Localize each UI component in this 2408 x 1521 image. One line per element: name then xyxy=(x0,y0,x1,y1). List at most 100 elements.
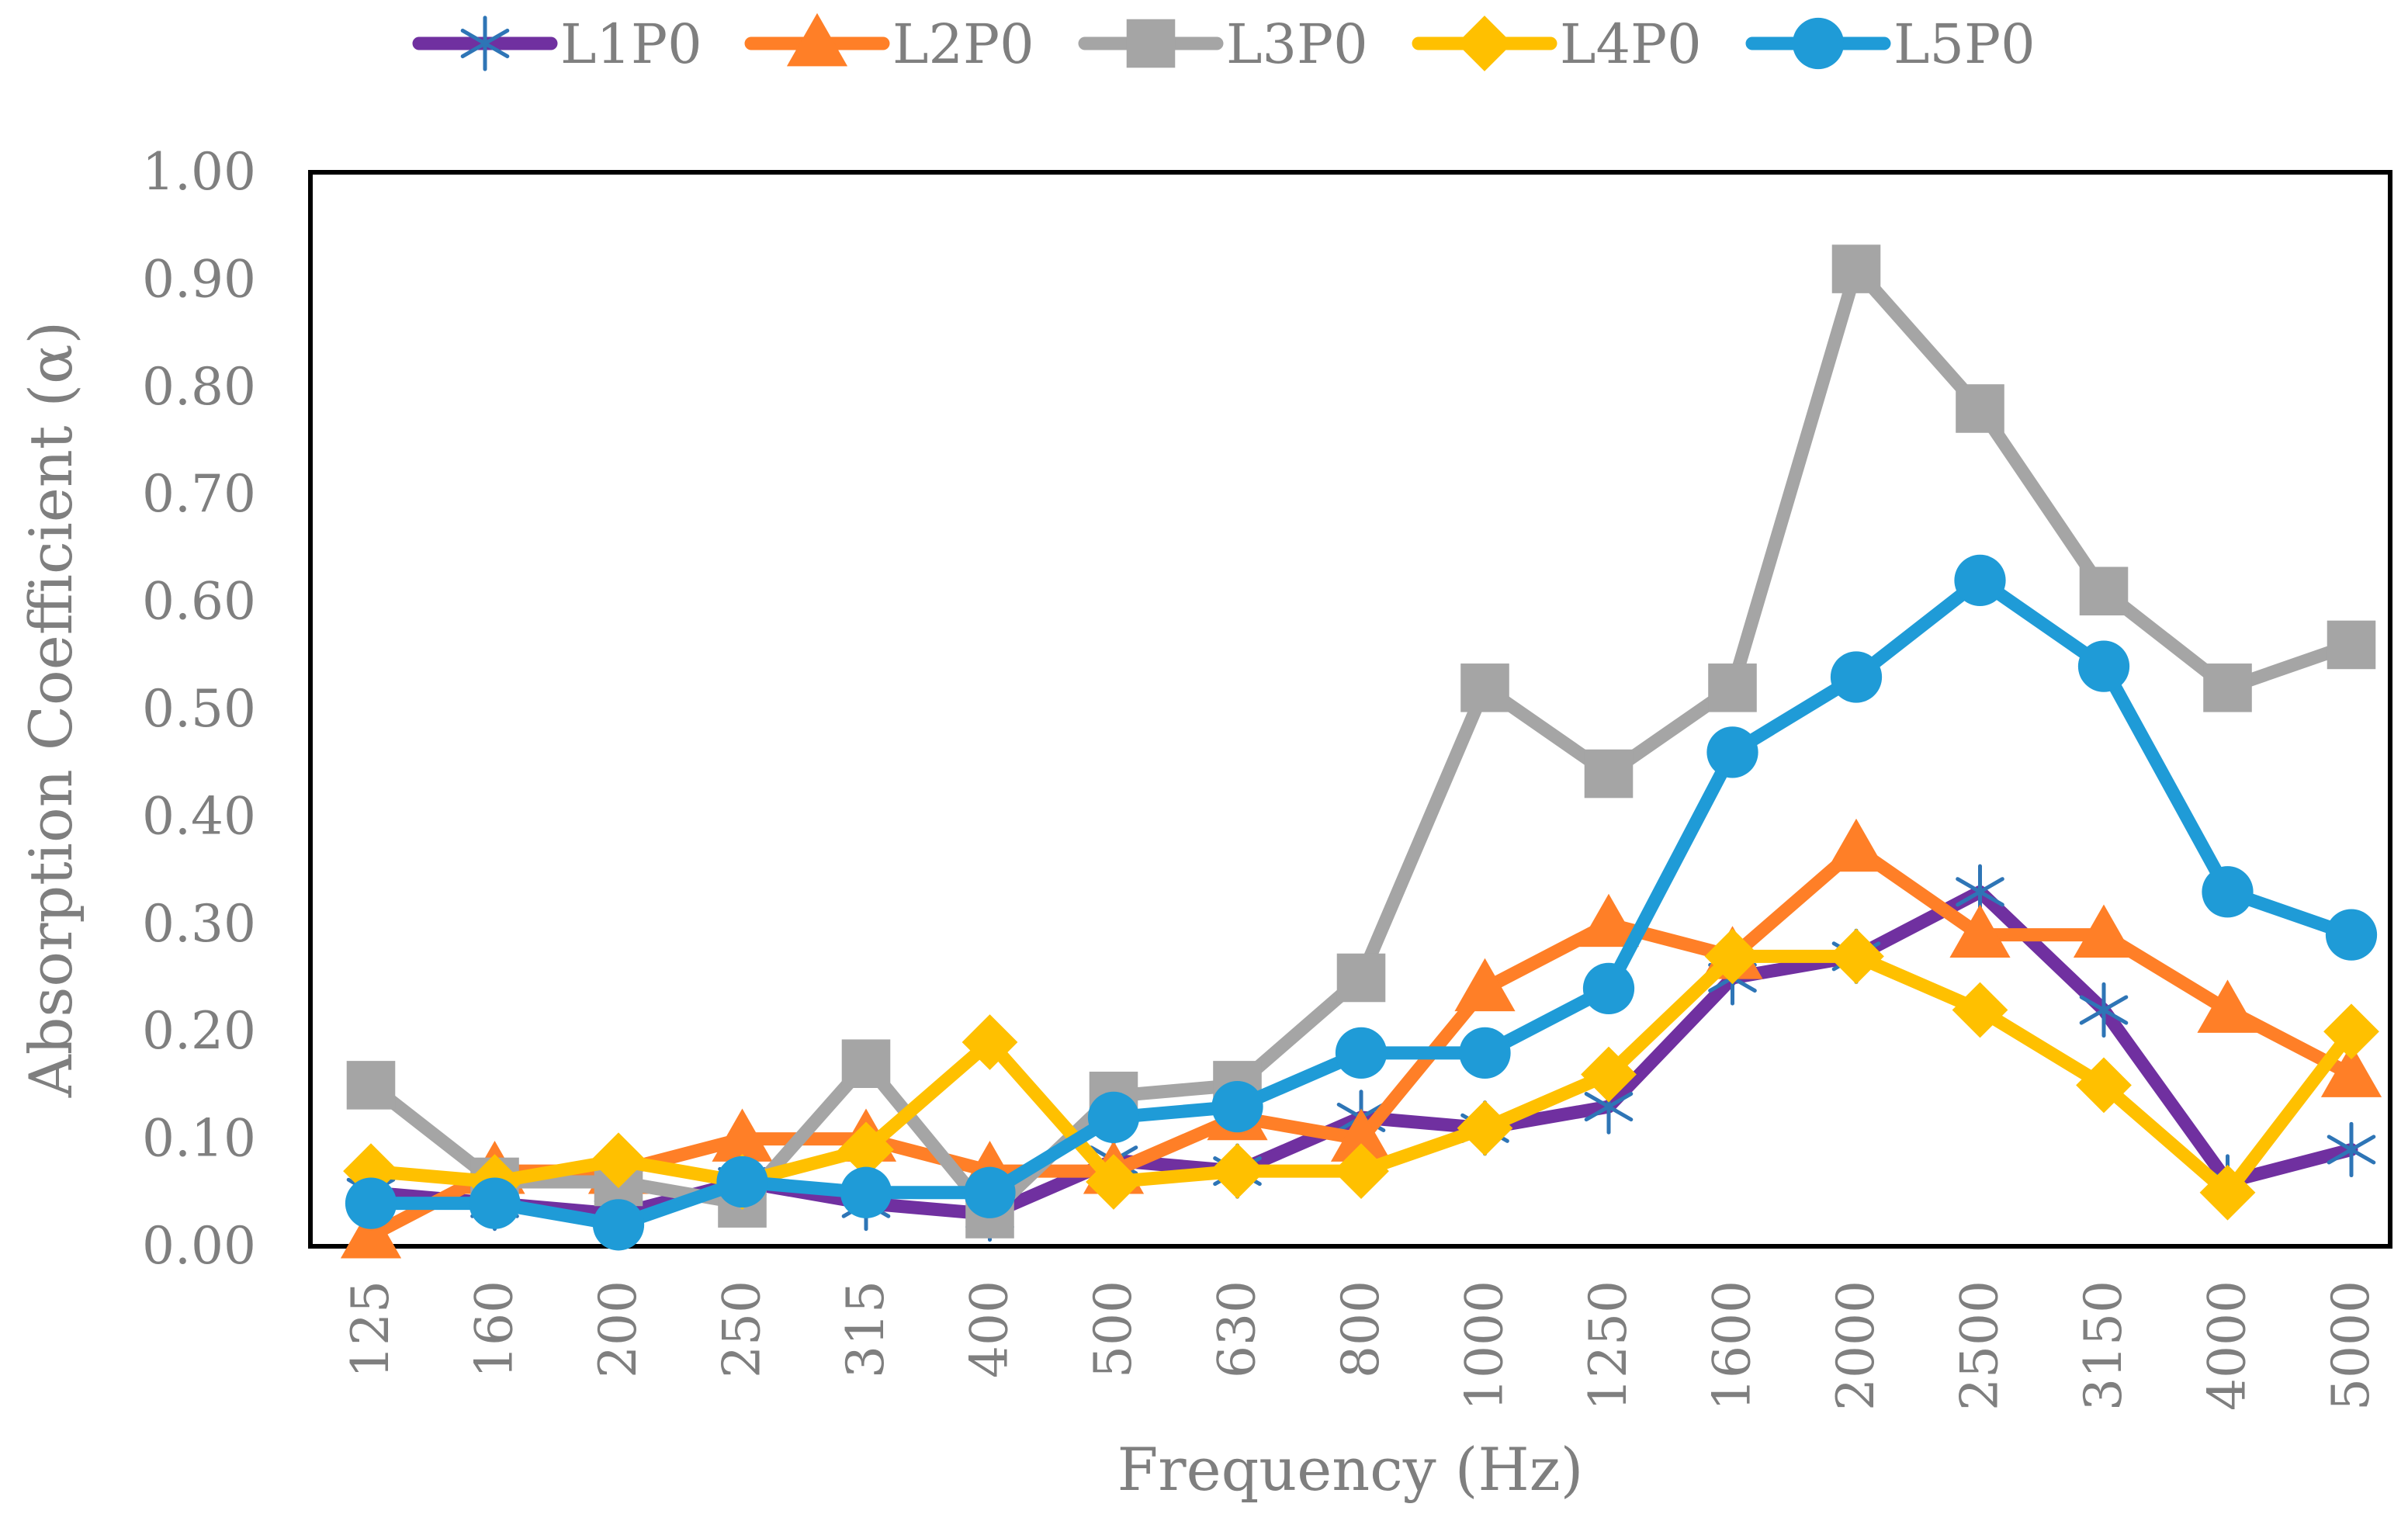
y-tick-label: 0.70 xyxy=(142,464,256,524)
y-tick-label: 0.60 xyxy=(142,572,256,632)
data-point xyxy=(2203,663,2252,712)
x-tick-label: 800 xyxy=(1331,1280,1391,1378)
legend-item-L1P0: L1P0 xyxy=(412,12,702,76)
data-point xyxy=(840,1166,892,1218)
legend-label: L4P0 xyxy=(1560,12,1702,76)
data-point xyxy=(1086,1154,1142,1210)
data-point xyxy=(343,1143,399,1199)
y-tick-label: 0.50 xyxy=(142,679,256,739)
data-point xyxy=(2325,909,2378,961)
data-point xyxy=(1831,244,1881,293)
data-point xyxy=(838,1121,894,1178)
legend-marker xyxy=(1126,19,1176,68)
y-axis: 0.00 0.10 0.20 0.30 0.40 0.50 0.60 0.70 0.80 0.90… xyxy=(142,142,256,1276)
x-tick-label: 2500 xyxy=(1950,1280,2010,1411)
legend-label: L2P0 xyxy=(892,12,1034,76)
data-point xyxy=(1704,928,1761,985)
data-point xyxy=(1706,726,1758,778)
y-tick-label: 0.10 xyxy=(142,1109,256,1169)
data-point xyxy=(1578,893,1640,948)
data-point xyxy=(2202,866,2254,918)
data-point xyxy=(961,1014,1018,1070)
y-axis-title: Absorption Coefficient (α) xyxy=(16,321,85,1098)
data-point xyxy=(469,1177,521,1229)
data-point xyxy=(2079,566,2129,616)
data-point xyxy=(2199,1164,2256,1221)
data-point xyxy=(346,1061,396,1110)
x-axis: 125 160 200 250 315 400 500 630 800 1000 1250 1600 2… xyxy=(341,1280,2381,1411)
legend: L1P0 L2P0 L3P0 L4P0 L5P0 xyxy=(412,12,2036,76)
x-tick-label: 400 xyxy=(960,1280,1020,1378)
series-L3P0 xyxy=(346,244,2376,1239)
legend-marker xyxy=(1457,16,1512,71)
data-point xyxy=(2327,620,2376,670)
y-tick-label: 1.00 xyxy=(142,142,256,202)
x-tick-label: 2000 xyxy=(1826,1280,1886,1411)
data-point xyxy=(2077,640,2130,692)
legend-label: L5P0 xyxy=(1893,12,2036,76)
y-tick-label: 0.00 xyxy=(142,1216,256,1276)
data-point xyxy=(2327,1121,2376,1178)
data-point xyxy=(716,1155,768,1208)
data-point xyxy=(1209,1143,1266,1199)
legend-item-L3P0: L3P0 xyxy=(1078,12,1368,76)
data-point xyxy=(1336,953,1386,1003)
x-tick-label: 200 xyxy=(588,1280,648,1378)
series-L5P0 xyxy=(345,554,2378,1251)
data-point xyxy=(1954,554,2006,607)
legend-marker xyxy=(460,16,510,71)
y-tick-label: 0.40 xyxy=(142,786,256,846)
data-point xyxy=(1584,749,1634,799)
legend-item-L5P0: L5P0 xyxy=(1745,12,2036,76)
x-tick-label: 1600 xyxy=(1703,1280,1762,1411)
data-point xyxy=(345,1177,397,1229)
data-point xyxy=(2323,1003,2379,1060)
data-point xyxy=(340,1205,402,1259)
data-point xyxy=(591,1132,646,1189)
x-axis-title: Frequency (Hz) xyxy=(1117,1435,1584,1504)
data-point xyxy=(964,1166,1016,1218)
y-tick-label: 0.80 xyxy=(142,357,256,417)
x-tick-label: 3150 xyxy=(2074,1280,2133,1411)
data-point xyxy=(1949,904,2011,958)
data-point xyxy=(1454,958,1516,1012)
data-point xyxy=(1581,1046,1637,1103)
legend-item-L4P0: L4P0 xyxy=(1412,12,1702,76)
y-tick-label: 0.20 xyxy=(142,1001,256,1061)
data-point xyxy=(1330,1108,1392,1162)
x-tick-label: 500 xyxy=(1083,1280,1143,1378)
data-point xyxy=(1087,1091,1140,1144)
x-tick-label: 315 xyxy=(836,1280,896,1378)
x-tick-label: 1250 xyxy=(1578,1280,1638,1411)
data-point xyxy=(1460,663,1509,712)
data-point xyxy=(592,1199,645,1251)
data-point xyxy=(2079,982,2129,1038)
data-point xyxy=(1708,663,1757,712)
data-point xyxy=(2073,904,2135,958)
data-point xyxy=(1956,384,2004,433)
data-point xyxy=(1333,1143,1389,1199)
data-point xyxy=(1457,1100,1513,1156)
data-point xyxy=(1825,818,1887,872)
data-point xyxy=(1335,1027,1388,1079)
data-point xyxy=(2197,979,2258,1033)
data-point xyxy=(712,1108,773,1162)
data-point xyxy=(1952,982,2008,1038)
data-point xyxy=(1830,651,1883,703)
data-point xyxy=(1828,928,1884,985)
data-point xyxy=(1211,1080,1263,1133)
plot-area xyxy=(308,170,2392,1249)
legend-marker xyxy=(1792,17,1845,70)
data-point xyxy=(841,1039,891,1088)
series-layer xyxy=(340,244,2382,1259)
data-point xyxy=(1459,1027,1511,1079)
legend-label: L1P0 xyxy=(560,12,702,76)
data-point xyxy=(2320,1044,2382,1097)
x-tick-label: 630 xyxy=(1207,1280,1267,1378)
x-tick-label: 1000 xyxy=(1455,1280,1515,1411)
data-point xyxy=(1582,962,1635,1014)
x-tick-label: 125 xyxy=(341,1280,400,1378)
legend-item-L2P0: L2P0 xyxy=(744,12,1034,76)
x-tick-label: 250 xyxy=(712,1280,772,1378)
